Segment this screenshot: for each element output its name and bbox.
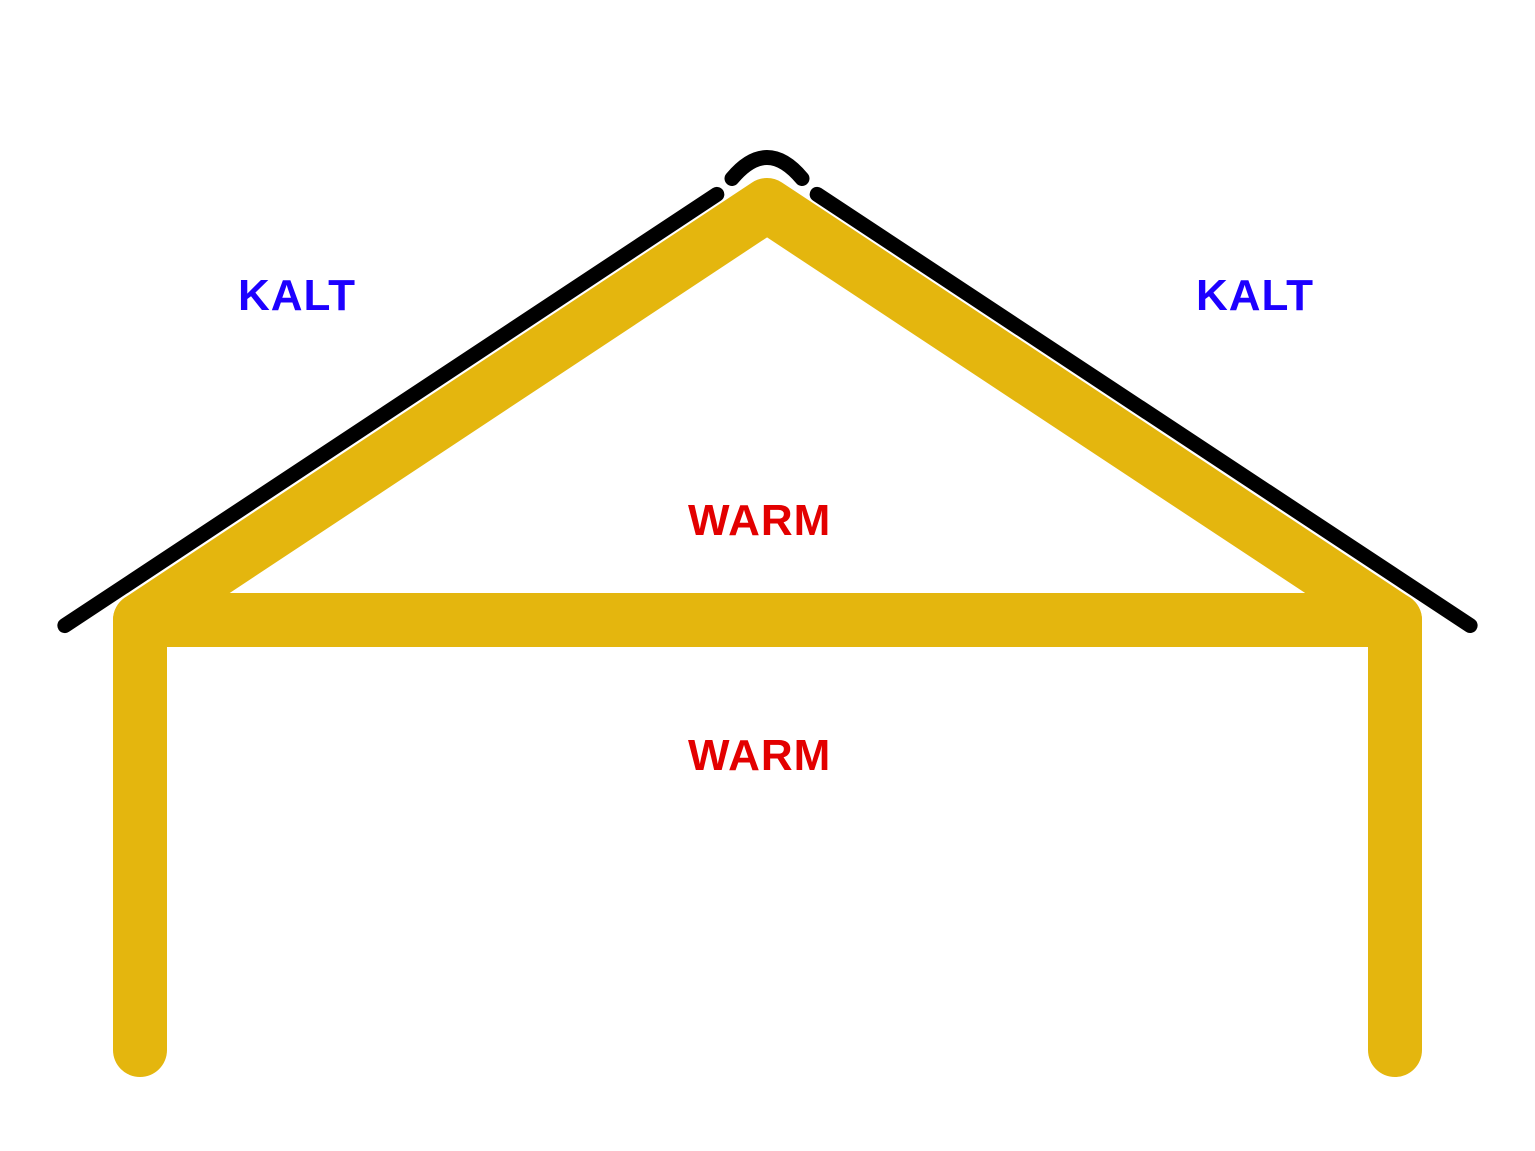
ridge-cap: [732, 158, 802, 179]
roof-surface-right: [817, 194, 1470, 625]
label-cold-left: KALT: [238, 271, 356, 320]
label-cold-right: KALT: [1196, 271, 1314, 320]
roof-surface-left: [65, 194, 717, 625]
label-warm-lower: WARM: [688, 731, 831, 780]
label-warm-attic: WARM: [688, 496, 831, 545]
roof-insulation-diagram: KALT KALT WARM WARM: [0, 0, 1535, 1151]
